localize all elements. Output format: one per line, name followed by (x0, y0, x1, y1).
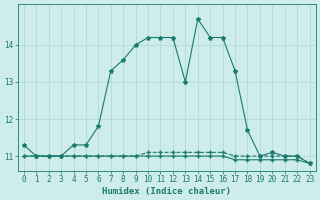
X-axis label: Humidex (Indice chaleur): Humidex (Indice chaleur) (102, 187, 231, 196)
